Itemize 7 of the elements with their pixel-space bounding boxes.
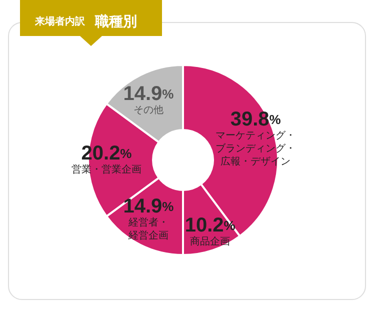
slice-label: 経営者・経営企画: [127, 216, 168, 242]
chart-title: 来場者内訳: [34, 16, 86, 28]
data-label: 14.9%: [123, 195, 174, 218]
data-label: 14.9%: [123, 83, 174, 106]
slice-label: その他: [133, 104, 164, 116]
data-label: 39.8%: [230, 108, 282, 131]
chart-subtitle: 職種別: [94, 13, 137, 30]
